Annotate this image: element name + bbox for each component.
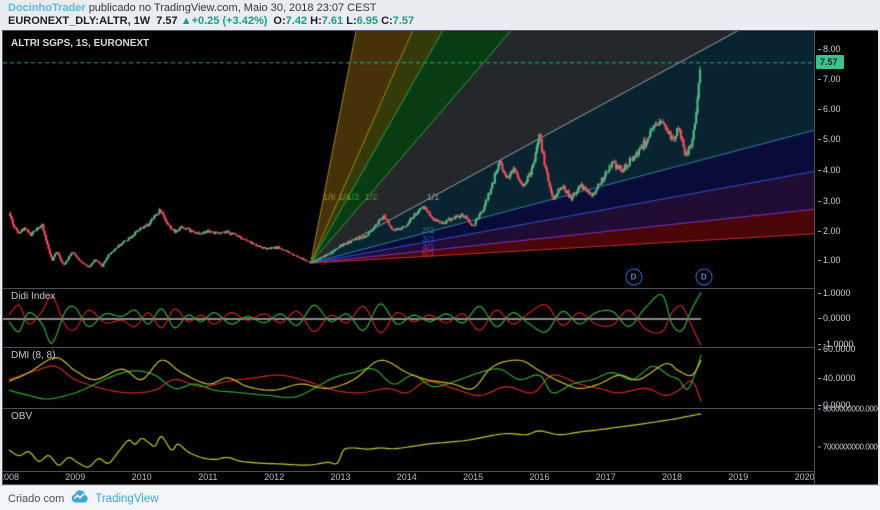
created-with-label: Criado com <box>8 493 65 505</box>
axis-label: 0.0000 <box>818 313 851 323</box>
year-label: 2014 <box>396 472 417 482</box>
symbol-name[interactable]: EURONEXT_DLY:ALTR, 1W <box>8 15 151 27</box>
axis-label: 40.0000 <box>818 373 856 383</box>
axis-label: 8.00 <box>818 44 841 54</box>
year-label: 2009 <box>65 472 86 482</box>
axis-label: 4.00 <box>818 165 841 175</box>
dividend-marker[interactable]: D <box>695 268 713 286</box>
up-arrow-icon: ▲ <box>180 15 192 27</box>
tradingview-brand-link[interactable]: TradingView <box>95 493 159 505</box>
close-value: 7.57 <box>392 15 415 27</box>
snapshot-header: DocinhoTrader publicado no TradingView.c… <box>8 1 872 30</box>
year-label: 2011 <box>198 472 218 482</box>
high-label: H: <box>310 15 322 27</box>
year-label: 2020 <box>794 472 814 482</box>
pane-separator[interactable] <box>3 288 877 289</box>
year-label: 2012 <box>264 472 285 482</box>
symbol-line: EURONEXT_DLY:ALTR, 1W 7.57 ▲+0.25 (+3.42%… <box>8 15 872 28</box>
axis-label: 2.00 <box>818 226 841 236</box>
price-change: +0.25 (+3.42%) <box>191 15 268 27</box>
low-value: 6.95 <box>356 15 379 27</box>
axis-label: 7000000000.0000 <box>818 443 880 452</box>
price-and-indicators-canvas[interactable] <box>3 31 814 471</box>
open-value: 7.42 <box>285 15 308 27</box>
axis-label: 6.00 <box>818 104 841 114</box>
year-label: 2015 <box>463 472 484 482</box>
axis-label: -1.0000 <box>818 339 854 349</box>
author-name[interactable]: DocinhoTrader <box>8 2 86 14</box>
axis-label: 60.0000 <box>818 344 856 354</box>
axis-label: 1.0000 <box>818 288 851 298</box>
snapshot-footer: Criado com TradingView <box>0 485 880 510</box>
year-label: 2018 <box>661 472 683 482</box>
axis-label: 8000000000.0000 <box>818 405 880 414</box>
high-value: 7.61 <box>321 15 344 27</box>
axis-label: 3.00 <box>818 196 841 206</box>
year-label: 2010 <box>131 472 152 482</box>
open-label: O: <box>273 15 286 27</box>
pane-separator[interactable] <box>3 471 877 472</box>
year-label: 2017 <box>595 472 616 482</box>
dmi-pane-title: DMI (8, 8) <box>11 350 56 361</box>
didi-pane-title: Didi Index <box>11 291 56 302</box>
close-label: C: <box>381 15 393 27</box>
axis-label: 1.00 <box>818 255 841 265</box>
main-pane-title: ALTRI SGPS, 1S, EURONEXT <box>11 38 150 49</box>
pane-separator[interactable] <box>3 408 877 409</box>
axis-label: 0.0000 <box>818 400 851 410</box>
last-price-badge: 7.57 <box>816 55 844 69</box>
time-axis[interactable]: 2008 2009 2010 2011 2012 2013 2014 2015 2016 2017… <box>3 471 814 484</box>
tradingview-logo-icon[interactable] <box>70 490 89 508</box>
publish-line: DocinhoTrader publicado no TradingView.c… <box>8 1 872 15</box>
year-label: 2013 <box>330 472 351 482</box>
dividend-marker[interactable]: D <box>625 268 643 286</box>
obv-pane-title: OBV <box>11 411 33 422</box>
publish-info: publicado no TradingView.com, Maio 30, 2… <box>88 2 377 14</box>
year-label: 2016 <box>529 472 550 482</box>
year-label: 2019 <box>728 472 749 482</box>
axis-label: 7.00 <box>818 74 841 84</box>
price-axis[interactable]: 7.57 8.00 7.00 6.00 5.00 4.00 3.00 2.00 1.00 1.0… <box>814 31 880 484</box>
axis-label: 5.00 <box>818 134 841 144</box>
last-price: 7.57 <box>156 15 178 27</box>
year-label: 2008 <box>3 472 20 482</box>
low-label: L: <box>346 15 357 27</box>
chart-area: ALTRI SGPS, 1S, EURONEXT Didi Index DMI … <box>2 30 880 485</box>
pane-separator[interactable] <box>3 347 877 348</box>
